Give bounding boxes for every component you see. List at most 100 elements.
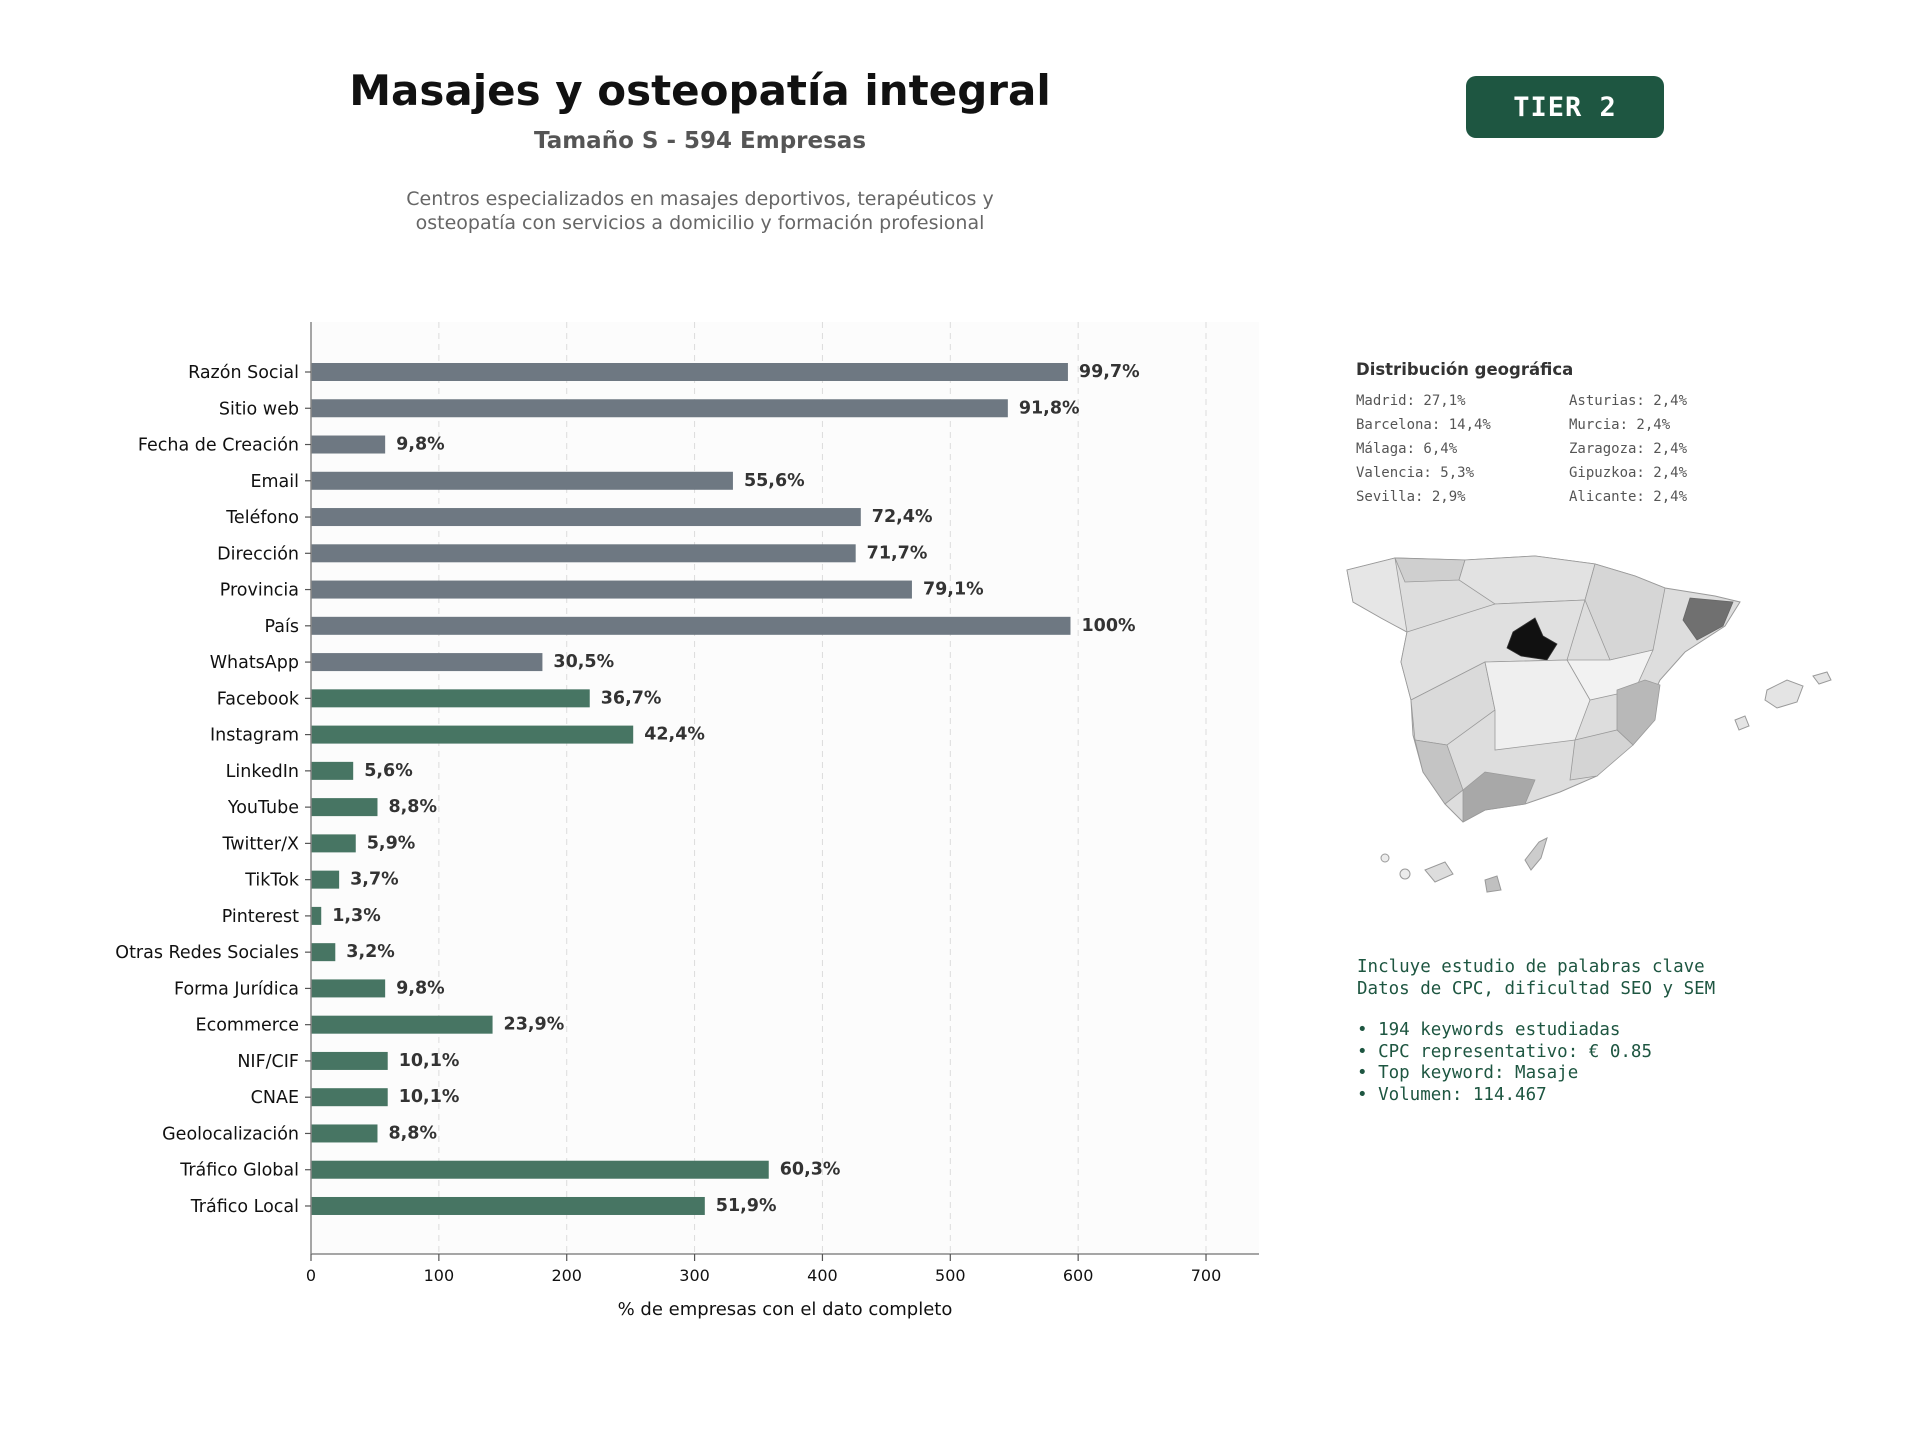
- bar: [311, 471, 733, 490]
- data-label: 51,9%: [716, 1196, 777, 1216]
- keywords-bullet: • Volumen: 114.467: [1357, 1084, 1547, 1105]
- data-label: 9,8%: [396, 978, 445, 998]
- map-island-canary-3: [1524, 837, 1548, 871]
- spacer: [1357, 1000, 1797, 1020]
- description-line-2: osteopatía con servicios a domicilio y f…: [415, 212, 985, 234]
- geo-item: Valencia: 5,3%: [1356, 465, 1475, 481]
- bar: [311, 870, 340, 889]
- data-label: 5,9%: [367, 833, 416, 853]
- category-label: Tráfico Local: [190, 1197, 299, 1217]
- x-tick-label: 100: [424, 1266, 455, 1285]
- category-label: Ecommerce: [196, 1016, 299, 1036]
- keywords-bullet: • 194 keywords estudiadas: [1357, 1020, 1621, 1040]
- category-label: Pinterest: [222, 907, 299, 927]
- data-label: 100%: [1081, 616, 1135, 636]
- geo-item: Murcia: 2,4%: [1569, 417, 1671, 433]
- geo-item: Gipuzkoa: 2,4%: [1569, 465, 1688, 481]
- x-tick-label: 500: [935, 1266, 966, 1285]
- x-tick-label: 400: [807, 1266, 838, 1285]
- x-axis-label: % de empresas con el dato completo: [618, 1299, 953, 1320]
- keywords-line-1: Incluye estudio de palabras clave: [1357, 957, 1705, 977]
- data-label: 10,1%: [399, 1051, 460, 1071]
- data-label: 91,8%: [1019, 398, 1080, 418]
- axes: 0 100 200 300 400 500 600 700 Razón Social Sitio …: [115, 322, 1259, 1285]
- map-island-canary-1: [1424, 861, 1454, 883]
- category-label: CNAE: [251, 1088, 299, 1108]
- bar: [311, 363, 1068, 381]
- geo-title: Distribución geográfica: [1356, 360, 1574, 379]
- bar: [311, 979, 386, 998]
- completeness-bar-chart: 99,7% 91,8% 9,8% 55,6% 72,4% 71,7% 79,1% 100% 30…: [115, 322, 1259, 1320]
- category-label: Tráfico Global: [179, 1161, 299, 1181]
- plot-background: [311, 322, 1259, 1254]
- bar: [311, 653, 543, 672]
- bar: [311, 834, 356, 853]
- geo-item: Sevilla: 2,9%: [1356, 489, 1466, 505]
- bar: [311, 580, 912, 599]
- geo-item: Málaga: 6,4%: [1356, 441, 1458, 457]
- data-label: 60,3%: [780, 1160, 841, 1180]
- data-label: 3,7%: [350, 870, 399, 890]
- map-region-murcia: [1569, 729, 1634, 781]
- map-region-barcelona: [1682, 597, 1734, 641]
- category-label: Otras Redes Sociales: [115, 943, 299, 963]
- category-label: YouTube: [227, 798, 299, 818]
- map-island-ibiza: [1734, 715, 1750, 731]
- data-label: 36,7%: [601, 688, 662, 708]
- bar: [311, 1051, 388, 1070]
- data-label: 8,8%: [388, 797, 437, 817]
- category-label: Sitio web: [219, 399, 299, 419]
- data-label: 72,4%: [872, 507, 933, 527]
- bar: [311, 761, 354, 780]
- category-label: Email: [250, 472, 299, 492]
- description-line-1: Centros especializados en masajes deport…: [406, 188, 994, 210]
- geo-item: Asturias: 2,4%: [1569, 393, 1688, 409]
- category-label: País: [265, 617, 299, 637]
- map-region-la-mancha: [1484, 659, 1591, 751]
- x-tick-label: 0: [306, 1266, 316, 1285]
- tier-badge: TIER 2: [1466, 76, 1664, 138]
- map-island-canary-2: [1484, 875, 1502, 893]
- data-label: 79,1%: [923, 580, 984, 600]
- map-region-galicia: [1346, 557, 1408, 633]
- category-label: NIF/CIF: [237, 1052, 299, 1072]
- bar: [311, 1160, 769, 1179]
- keywords-bullet: • Top keyword: Masaje: [1357, 1063, 1579, 1083]
- bar: [311, 508, 861, 527]
- category-label: LinkedIn: [226, 762, 299, 782]
- category-label: Provincia: [220, 581, 299, 601]
- bars: 99,7% 91,8% 9,8% 55,6% 72,4% 71,7% 79,1% 100% 30…: [311, 362, 1140, 1216]
- bar: [311, 544, 856, 563]
- bar: [311, 399, 1008, 418]
- data-label: 99,7%: [1079, 362, 1140, 382]
- data-label: 23,9%: [504, 1015, 565, 1035]
- geo-list: Madrid: 27,1% Asturias: 2,4% Barcelona: …: [1356, 393, 1776, 505]
- spain-choropleth-map: [1346, 555, 1832, 893]
- data-label: 9,8%: [396, 435, 445, 455]
- bar: [311, 1124, 378, 1143]
- bar: [311, 725, 634, 744]
- map-region-extremadura: [1410, 661, 1496, 746]
- map-island-canary-5: [1380, 853, 1390, 863]
- geo-item: Alicante: 2,4%: [1569, 489, 1688, 505]
- bar: [311, 943, 336, 962]
- page-subtitle: Tamaño S - 594 Empresas: [533, 128, 867, 154]
- map-island-canary-4: [1399, 868, 1411, 880]
- x-tick-label: 200: [551, 1266, 582, 1285]
- category-label: Dirección: [217, 544, 299, 564]
- data-label: 42,4%: [644, 725, 705, 745]
- data-label: 5,6%: [364, 761, 413, 781]
- page-description: Centros especializados en masajes deport…: [300, 187, 1100, 235]
- category-label: Twitter/X: [221, 834, 299, 854]
- category-label: TikTok: [244, 871, 300, 891]
- keywords-bullet: • CPC representativo: € 0.85: [1357, 1041, 1653, 1062]
- map-region-asturias: [1394, 557, 1466, 583]
- keywords-panel: Incluye estudio de palabras clave Datos …: [1357, 957, 1797, 1106]
- map-region-valencia: [1616, 679, 1661, 746]
- map-island-mallorca: [1764, 679, 1804, 709]
- bar: [311, 435, 386, 454]
- bar: [311, 616, 1071, 635]
- data-label: 3,2%: [346, 942, 395, 962]
- category-label: Fecha de Creación: [138, 436, 299, 456]
- map-region-madrid: [1506, 617, 1558, 661]
